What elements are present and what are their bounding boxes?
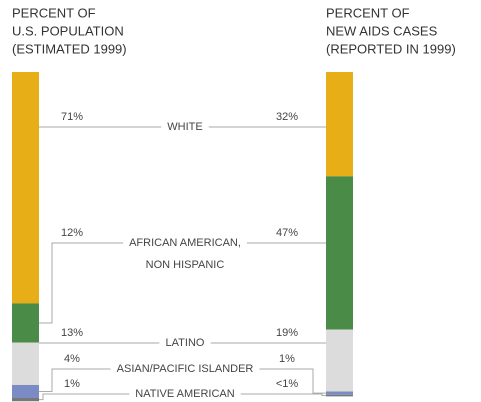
connector bbox=[39, 368, 111, 392]
value-label: 19% bbox=[276, 327, 298, 339]
connector bbox=[240, 393, 326, 397]
value-label: <1% bbox=[276, 378, 299, 390]
value-label: 32% bbox=[276, 111, 298, 123]
column-header: (ESTIMATED 1999) bbox=[12, 41, 127, 56]
bar-segment bbox=[326, 176, 353, 330]
bar-segment bbox=[12, 303, 39, 343]
bar-segment bbox=[326, 72, 353, 177]
value-label: 13% bbox=[61, 327, 83, 339]
value-label: 47% bbox=[276, 227, 298, 239]
category-label: LATINO bbox=[166, 337, 205, 349]
bar-segment bbox=[12, 384, 39, 398]
value-label: 12% bbox=[61, 227, 83, 239]
column-header: PERCENT OF bbox=[326, 5, 410, 20]
category-label: ASIAN/PACIFIC ISLANDER bbox=[117, 363, 254, 375]
column-header: NEW AIDS CASES bbox=[326, 23, 438, 38]
value-label: 1% bbox=[64, 378, 80, 390]
bar-segment bbox=[12, 342, 39, 385]
value-label: 4% bbox=[64, 353, 80, 365]
connector bbox=[259, 368, 326, 394]
bar-segment bbox=[12, 398, 39, 402]
category-label: NON HISPANIC bbox=[146, 259, 225, 271]
value-label: 71% bbox=[61, 111, 83, 123]
column-header: (REPORTED IN 1999) bbox=[326, 41, 456, 56]
column-header: PERCENT OF bbox=[12, 5, 96, 20]
category-label: WHITE bbox=[167, 121, 202, 133]
value-label: 1% bbox=[279, 353, 295, 365]
category-label: AFRICAN AMERICAN, bbox=[129, 237, 241, 249]
bar-segment bbox=[326, 394, 353, 397]
bar-segment bbox=[326, 391, 353, 395]
bar-segment bbox=[326, 329, 353, 392]
bar-segment bbox=[12, 72, 39, 304]
category-label: NATIVE AMERICAN bbox=[135, 388, 234, 400]
connector bbox=[39, 393, 130, 401]
column-header: U.S. POPULATION bbox=[12, 23, 124, 38]
connector bbox=[39, 242, 124, 324]
